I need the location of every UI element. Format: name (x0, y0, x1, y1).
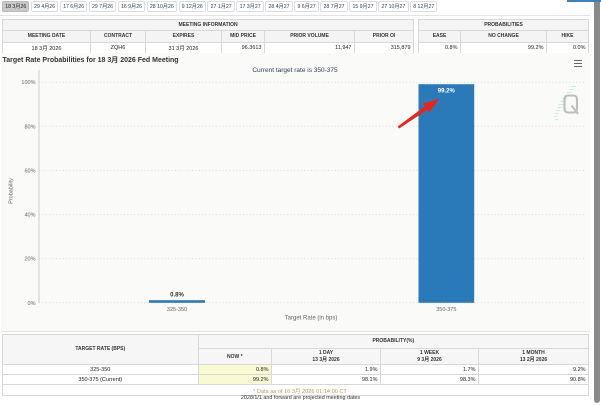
svg-text:0.8%: 0.8% (170, 293, 184, 299)
svg-text:99.2%: 99.2% (438, 89, 456, 95)
svg-text:60%: 60% (24, 168, 35, 174)
svg-text:100%: 100% (21, 80, 35, 86)
svg-text:80%: 80% (24, 124, 35, 130)
svg-text:0%: 0% (28, 301, 36, 307)
svg-text:325-350: 325-350 (167, 307, 187, 313)
svg-text:350-375: 350-375 (436, 307, 456, 313)
svg-text:Target Rate (in bps): Target Rate (in bps) (285, 316, 338, 322)
svg-text:20%: 20% (24, 257, 35, 263)
svg-text:Probability: Probability (9, 178, 15, 204)
svg-text:40%: 40% (24, 213, 35, 219)
